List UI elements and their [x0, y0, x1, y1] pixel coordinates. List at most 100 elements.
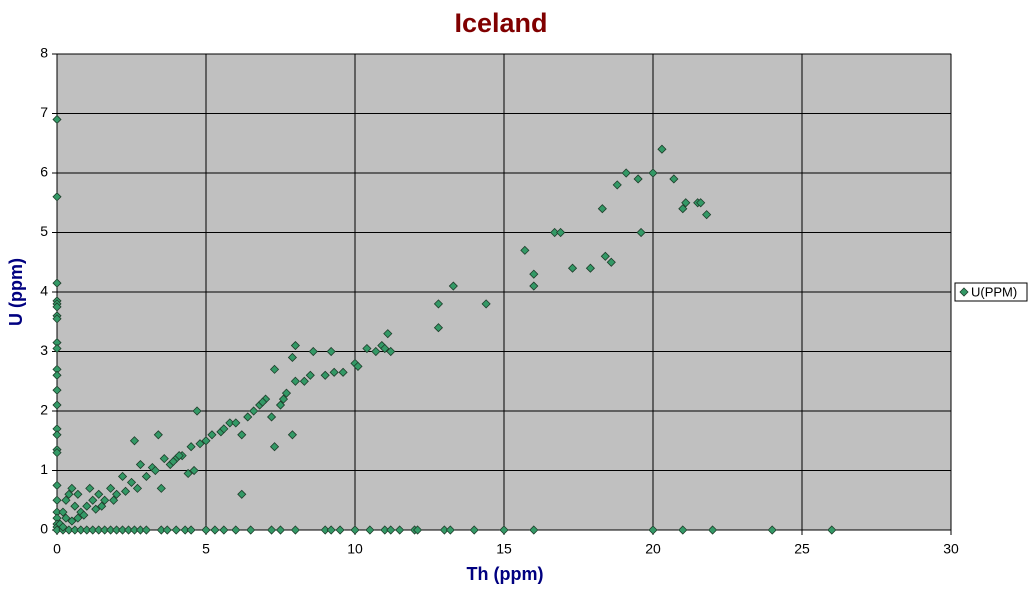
point: [52, 400, 62, 410]
point: [112, 525, 122, 535]
y-tick-label: 1: [40, 461, 48, 477]
point: [79, 510, 89, 520]
point: [219, 525, 229, 535]
point: [353, 361, 363, 371]
point: [380, 525, 390, 535]
point: [52, 430, 62, 440]
chart-title: Iceland: [454, 8, 547, 38]
point: [141, 525, 151, 535]
point: [141, 471, 151, 482]
point: [156, 525, 166, 535]
point: [156, 483, 166, 493]
point: [82, 525, 92, 535]
point: [73, 489, 83, 499]
point: [246, 525, 256, 535]
point: [162, 525, 172, 535]
point: [112, 489, 122, 499]
legend-marker: [959, 287, 969, 297]
y-tick-label: 8: [40, 45, 48, 61]
point: [335, 525, 345, 535]
point: [171, 525, 181, 535]
point: [159, 454, 169, 464]
point: [150, 465, 160, 476]
point: [266, 525, 277, 535]
x-tick-label: 25: [794, 541, 810, 557]
point: [67, 483, 77, 493]
point: [186, 442, 196, 452]
point: [210, 525, 220, 535]
point: [350, 525, 360, 535]
legend-box: [954, 282, 1028, 302]
point: [299, 376, 309, 386]
y-tick-label: 3: [40, 342, 48, 358]
point: [186, 525, 196, 535]
point: [100, 525, 110, 535]
y-tick-label: 2: [40, 402, 48, 418]
point: [481, 299, 491, 309]
point: [73, 513, 83, 523]
point: [85, 483, 95, 493]
point: [52, 314, 62, 324]
x-tick-label: 0: [53, 541, 61, 557]
point: [117, 471, 128, 482]
x-tick-label: 5: [202, 541, 210, 557]
point: [633, 174, 643, 184]
point: [94, 489, 104, 499]
point: [636, 227, 646, 238]
point: [520, 245, 530, 255]
point: [52, 114, 62, 125]
point: [168, 457, 178, 467]
point: [338, 367, 348, 377]
point: [52, 370, 62, 380]
point: [395, 525, 405, 535]
point: [290, 376, 300, 386]
point: [201, 436, 211, 446]
y-tick-label: 4: [40, 283, 48, 299]
point: [231, 525, 241, 535]
point: [52, 448, 62, 458]
point: [767, 525, 777, 535]
point: [278, 394, 289, 404]
point: [52, 302, 62, 312]
point: [61, 495, 71, 505]
point: [243, 412, 253, 422]
point: [70, 501, 80, 511]
point: [499, 525, 509, 535]
point: [52, 480, 62, 490]
point: [132, 483, 143, 493]
point: [88, 495, 98, 505]
point: [413, 525, 423, 535]
point: [64, 525, 74, 535]
point: [597, 204, 607, 214]
point: [287, 352, 297, 363]
point: [106, 525, 116, 535]
point: [120, 486, 131, 496]
point: [696, 198, 706, 208]
point: [362, 343, 372, 354]
point: [192, 406, 202, 416]
point: [600, 251, 610, 261]
point: [529, 269, 539, 279]
y-axis-label: U (ppm): [6, 258, 26, 326]
point: [189, 465, 199, 476]
point: [52, 525, 62, 535]
y-tick-label: 7: [40, 104, 48, 120]
point: [445, 525, 455, 535]
point: [123, 525, 134, 535]
point: [219, 424, 229, 434]
point: [266, 412, 277, 422]
point: [365, 525, 375, 535]
x-tick-label: 20: [645, 541, 661, 557]
point: [67, 516, 77, 526]
point: [827, 525, 837, 535]
point: [433, 323, 444, 333]
point: [88, 525, 98, 535]
point: [82, 501, 92, 511]
point: [275, 400, 286, 410]
point: [320, 525, 330, 535]
point: [386, 346, 396, 357]
point: [386, 525, 396, 535]
point: [287, 430, 297, 440]
point: [326, 346, 336, 357]
point: [61, 513, 71, 523]
